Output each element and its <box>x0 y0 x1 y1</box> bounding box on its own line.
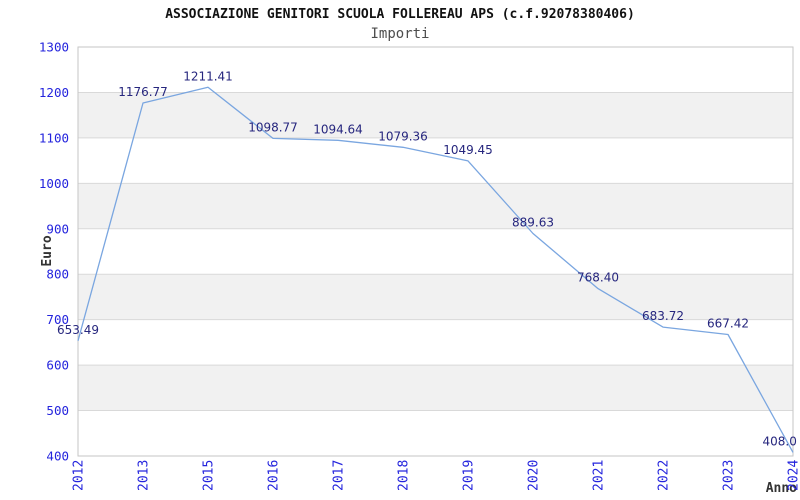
x-tick-label: 2024 <box>787 460 800 491</box>
point-label: 1098.77 <box>248 120 298 134</box>
y-axis-title: Euro <box>40 235 55 266</box>
plot-band <box>78 319 793 366</box>
plot-band <box>78 92 793 138</box>
x-tick-label: 2013 <box>137 460 152 491</box>
x-tick-label: 2023 <box>722 460 737 491</box>
point-label: 1094.64 <box>313 122 363 136</box>
x-tick-label: 2017 <box>332 460 347 491</box>
y-tick-label: 1300 <box>39 40 69 55</box>
y-tick-label: 1100 <box>39 130 69 145</box>
chart-title: ASSOCIAZIONE GENITORI SCUOLA FOLLEREAU A… <box>165 7 635 22</box>
y-tick-label: 1000 <box>39 176 69 191</box>
plot-band <box>78 183 793 229</box>
y-tick-label: 900 <box>46 221 69 236</box>
x-tick-label: 2015 <box>202 460 217 491</box>
y-tick-label: 800 <box>46 267 69 282</box>
point-label: 667.42 <box>707 316 749 330</box>
point-label: 683.72 <box>642 309 684 323</box>
x-tick-label: 2021 <box>592 460 607 491</box>
point-label: 1049.45 <box>443 143 493 157</box>
point-label: 1079.36 <box>378 129 428 143</box>
y-tick-label: 1200 <box>39 85 69 100</box>
plot-band <box>78 47 793 93</box>
y-tick-label: 400 <box>46 449 69 464</box>
point-label: 1211.41 <box>183 69 233 83</box>
point-label: 408.0 <box>763 434 797 448</box>
y-tick-label: 700 <box>46 312 69 327</box>
plot-band <box>78 365 793 411</box>
x-tick-label: 2022 <box>657 460 672 491</box>
x-axis-title: Anno <box>766 481 797 496</box>
plot-band <box>78 410 793 456</box>
x-tick-label: 2019 <box>462 460 477 491</box>
plot-band <box>78 228 793 275</box>
series-line <box>77 86 794 453</box>
point-label: 653.49 <box>57 323 99 337</box>
x-tick-label: 2012 <box>72 460 87 491</box>
x-tick-label: 2018 <box>397 460 412 491</box>
plot-border <box>77 46 794 457</box>
y-tick-label: 500 <box>46 403 69 418</box>
x-tick-label: 2020 <box>527 460 542 491</box>
point-label: 1176.77 <box>118 85 168 99</box>
point-label: 768.40 <box>577 271 619 285</box>
plot-band <box>78 137 793 184</box>
y-tick-label: 600 <box>46 358 69 373</box>
chart-subtitle: Importi <box>370 26 430 42</box>
point-label: 889.63 <box>512 215 554 229</box>
plot-band <box>78 274 793 320</box>
x-tick-label: 2016 <box>267 460 282 491</box>
